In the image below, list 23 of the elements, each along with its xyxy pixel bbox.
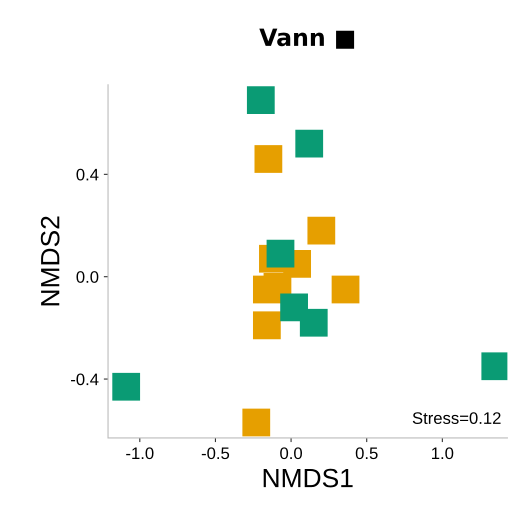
point (252, 276, 281, 304)
point (252, 311, 281, 340)
x-tick-label: 0.5 (356, 447, 378, 460)
y-tick-label: 0.4 (76, 168, 99, 181)
chart-title: Vann ■ (259, 28, 354, 49)
y-tick-label: -0.4 (71, 373, 99, 386)
y-axis-title: NMDS2 (40, 216, 60, 306)
point (112, 372, 140, 401)
point (332, 276, 360, 304)
point (242, 408, 270, 436)
x-tick-label: 1.0 (432, 447, 454, 460)
point (266, 240, 294, 268)
x-axis-title: NMDS1 (264, 468, 353, 488)
point (295, 130, 324, 158)
point (307, 216, 336, 245)
x-tick-label: -1.0 (126, 447, 154, 460)
annotation: Stress=0.12 (412, 412, 501, 424)
x-tick-label: -0.5 (202, 447, 230, 460)
x-tick-label: 0.0 (280, 447, 302, 460)
point (254, 145, 282, 173)
point (246, 86, 275, 114)
point (300, 308, 328, 337)
y-tick-label: 0.0 (76, 271, 98, 283)
